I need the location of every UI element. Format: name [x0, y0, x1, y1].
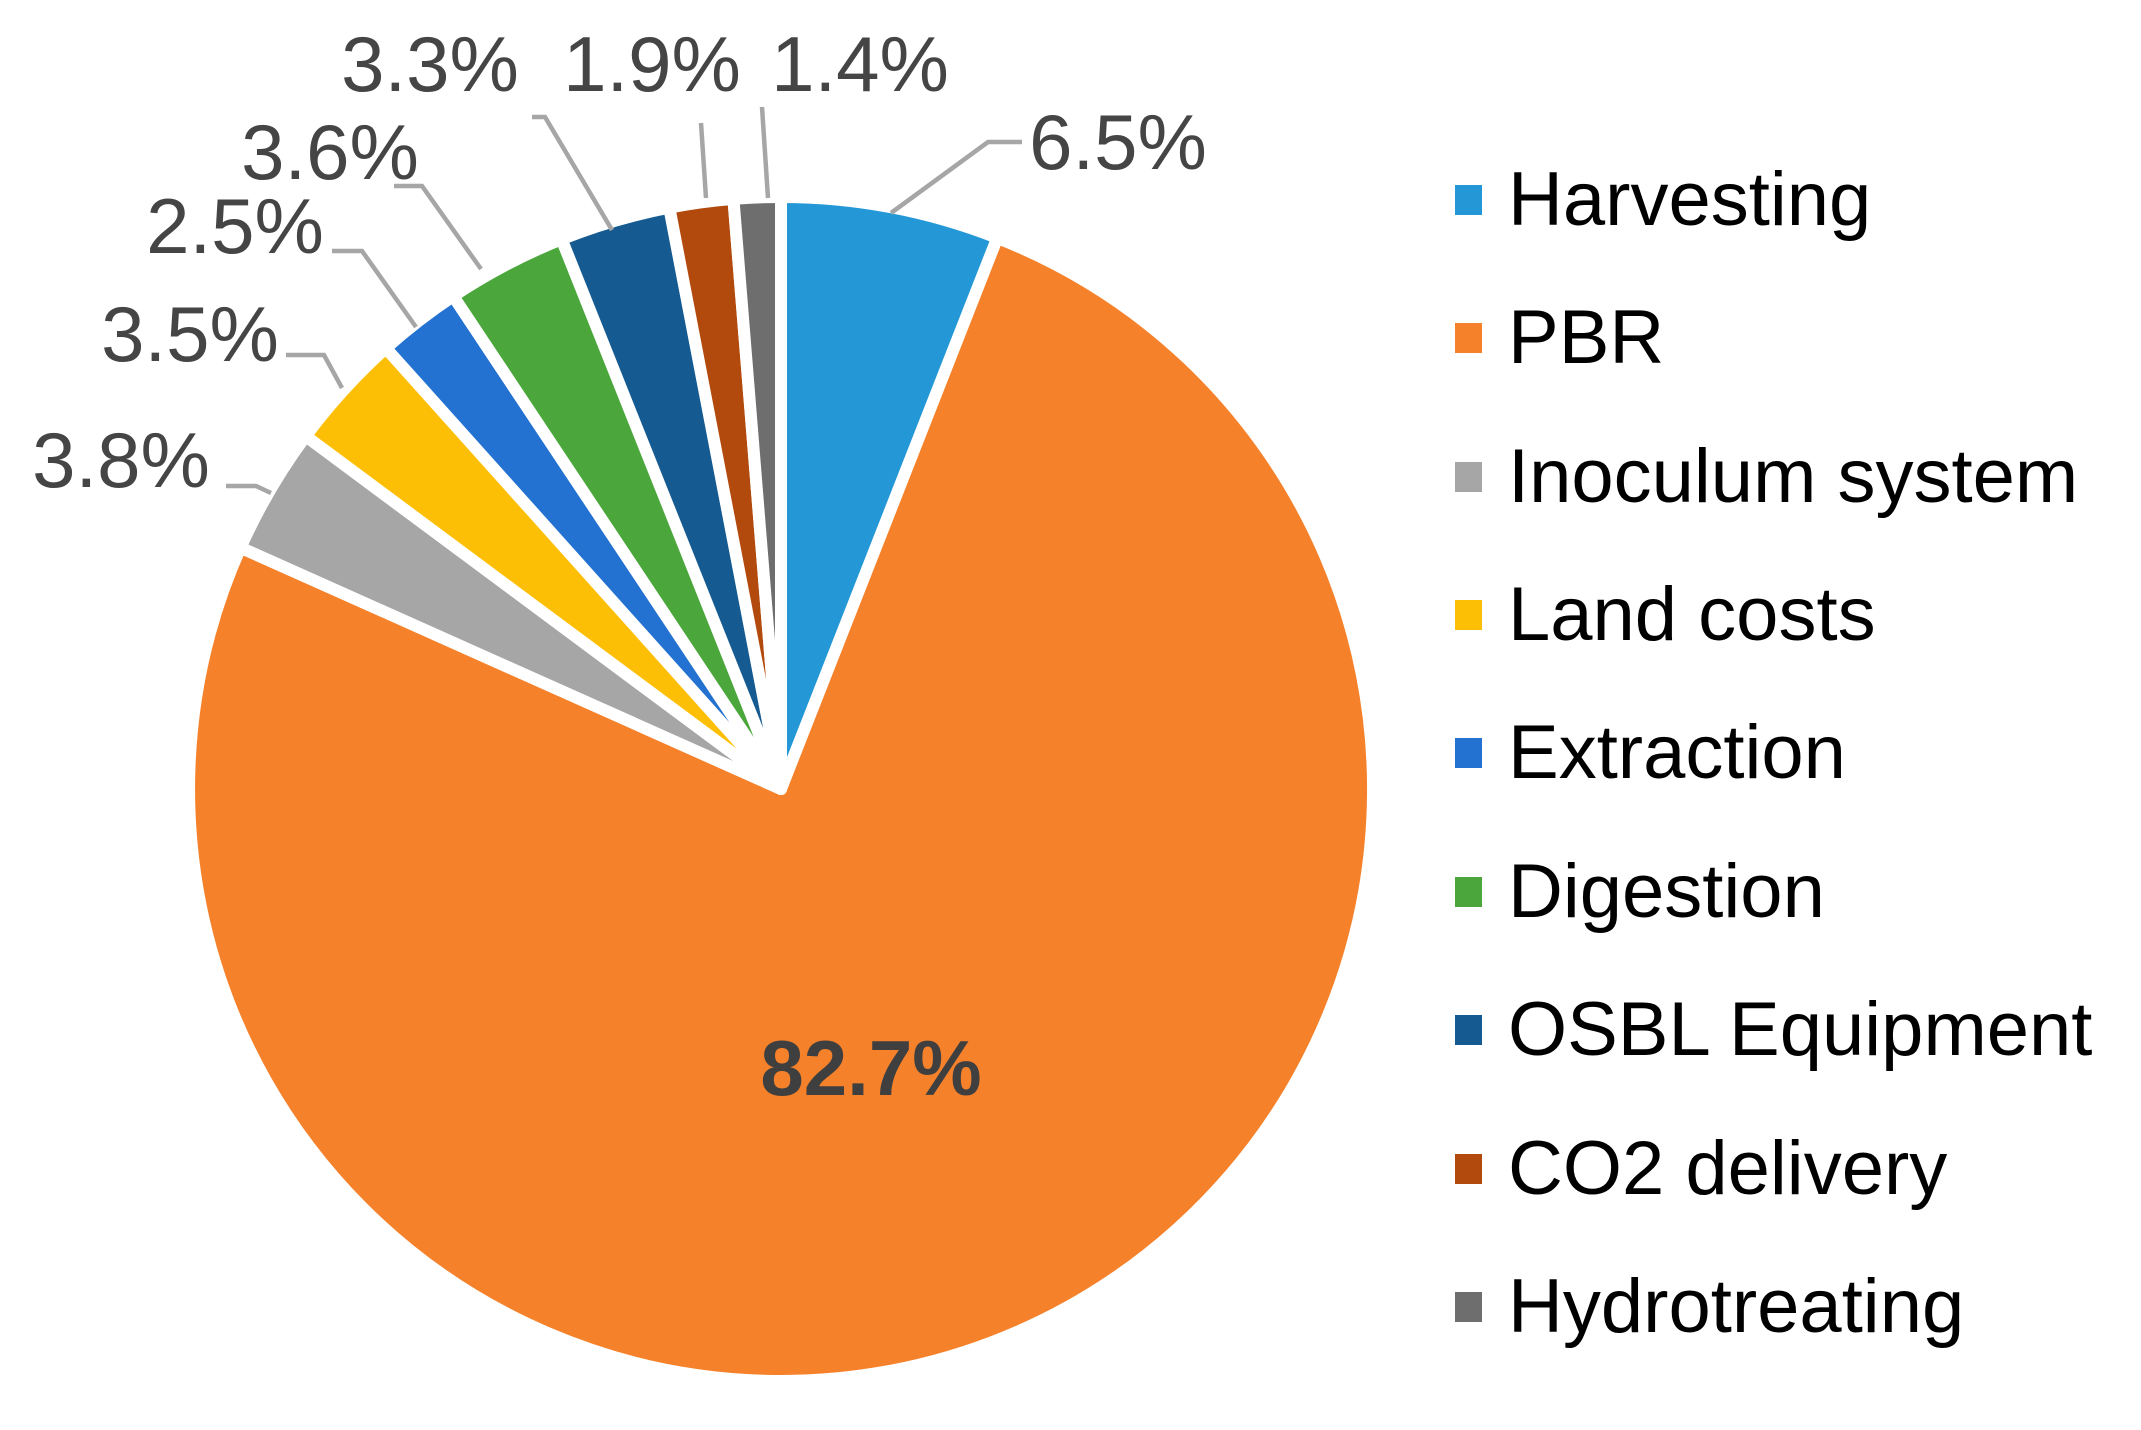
- legend-swatch-inoculum-system: [1455, 462, 1482, 492]
- slice-label-hydrotreating: 1.4%: [771, 20, 949, 108]
- legend-item-digestion: Digestion: [1455, 847, 1825, 937]
- legend-swatch-osbl-equipment: [1455, 1015, 1482, 1045]
- legend-label-co2-delivery: CO2 delivery: [1508, 1126, 1948, 1211]
- legend-swatch-hydrotreating: [1455, 1292, 1482, 1322]
- slice-label-inoculum-system: 3.8%: [32, 416, 210, 504]
- pie-slice-pbr: [183, 231, 1380, 1387]
- leader-line-harvesting: [889, 139, 1022, 215]
- slice-label-extraction: 2.5%: [146, 182, 324, 270]
- slice-label-digestion: 3.6%: [241, 108, 419, 196]
- slice-label-osbl-equipment: 3.3%: [341, 20, 519, 108]
- legend-item-land-costs: Land costs: [1455, 570, 1876, 660]
- legend-label-pbr: PBR: [1508, 295, 1665, 380]
- legend-item-hydrotreating: Hydrotreating: [1455, 1262, 1964, 1352]
- slice-label-land-costs: 3.5%: [101, 290, 279, 378]
- leader-line-inoculum-system: [226, 483, 272, 496]
- slice-label-co2-delivery: 1.9%: [563, 20, 741, 108]
- legend-swatch-co2-delivery: [1455, 1154, 1482, 1184]
- legend-item-extraction: Extraction: [1455, 708, 1846, 798]
- legend-item-pbr: PBR: [1455, 293, 1664, 383]
- legend-swatch-extraction: [1455, 738, 1482, 768]
- legend-item-harvesting: Harvesting: [1455, 155, 1871, 245]
- leader-line-co2-delivery: [698, 122, 709, 199]
- legend-label-land-costs: Land costs: [1508, 572, 1876, 657]
- slice-label-harvesting: 6.5%: [1029, 98, 1207, 186]
- legend-item-osbl-equipment: OSBL Equipment: [1455, 985, 2092, 1075]
- legend-label-osbl-equipment: OSBL Equipment: [1508, 987, 2093, 1072]
- legend-swatch-harvesting: [1455, 185, 1482, 215]
- legend-label-digestion: Digestion: [1508, 849, 1825, 934]
- legend-swatch-pbr: [1455, 323, 1482, 353]
- leader-line-osbl-equipment: [532, 114, 614, 232]
- leader-line-extraction: [332, 248, 418, 329]
- legend-label-extraction: Extraction: [1508, 710, 1846, 795]
- pie-slice-hydrotreating: [727, 190, 787, 795]
- leader-line-digestion: [394, 183, 483, 271]
- slice-label-pbr: 82.7%: [760, 1024, 982, 1112]
- leader-line-land-costs: [286, 352, 344, 390]
- legend-label-inoculum-system: Inoculum system: [1508, 434, 2079, 519]
- legend-swatch-land-costs: [1455, 600, 1482, 630]
- legend-label-hydrotreating: Hydrotreating: [1508, 1264, 1965, 1349]
- legend-item-co2-delivery: CO2 delivery: [1455, 1124, 1947, 1214]
- legend-item-inoculum-system: Inoculum system: [1455, 432, 2078, 522]
- leader-line-hydrotreating: [759, 106, 771, 199]
- legend-swatch-digestion: [1455, 877, 1482, 907]
- legend-label-harvesting: Harvesting: [1508, 157, 1872, 242]
